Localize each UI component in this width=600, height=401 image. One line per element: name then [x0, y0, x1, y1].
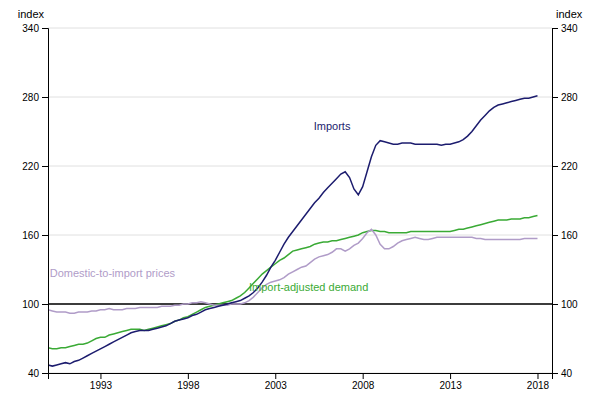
tick-mark — [42, 28, 48, 29]
tick: 280 — [552, 92, 578, 103]
tick: 220 — [22, 161, 48, 172]
tick-label: 40 — [28, 368, 40, 379]
tick-mark — [42, 373, 48, 374]
tick-label: 100 — [561, 299, 578, 310]
tick: 280 — [22, 92, 48, 103]
tick: 1998 — [177, 373, 200, 391]
tick: 2008 — [352, 373, 375, 391]
tick-label: 160 — [561, 230, 578, 241]
tick-label: 1993 — [90, 380, 113, 391]
tick-label: 2008 — [352, 380, 375, 391]
tick-label: 280 — [22, 92, 39, 103]
tick-mark — [275, 373, 276, 379]
grid-line — [48, 97, 552, 98]
chart: 1993 1998 2003 2008 2013 2018 40 100 160 220 280 34… — [0, 0, 600, 401]
tick-label: 280 — [561, 92, 578, 103]
tick: 100 — [22, 299, 48, 310]
tick-mark — [552, 166, 558, 167]
tick-label: 100 — [22, 299, 39, 310]
grid-line — [48, 166, 552, 167]
grid-line — [48, 304, 552, 305]
tick: 2003 — [265, 373, 288, 391]
annotation: Imports — [314, 120, 351, 132]
axis-line — [553, 29, 559, 374]
series-line — [48, 215, 537, 348]
tick-label: 40 — [561, 368, 573, 379]
annotation: Domestic-to-import prices — [50, 267, 176, 279]
axis-line — [49, 374, 553, 380]
tick: 340 — [22, 23, 48, 34]
tick-label: 340 — [561, 23, 578, 34]
tick-label: 160 — [22, 230, 39, 241]
y2-axis: 40 100 160 220 280 340 — [552, 23, 578, 379]
tick-mark — [552, 235, 558, 236]
tick-mark — [42, 235, 48, 236]
tick-mark — [552, 28, 558, 29]
tick-mark — [100, 373, 101, 379]
tick: 160 — [552, 230, 578, 241]
x-axis: 1993 1998 2003 2008 2013 2018 — [49, 373, 553, 391]
tick: 40 — [28, 368, 48, 379]
tick-mark — [42, 166, 48, 167]
plot-area — [48, 96, 552, 366]
tick: 2013 — [439, 373, 462, 391]
tick-label: 2018 — [527, 380, 550, 391]
tick-mark — [552, 373, 558, 374]
grid-line — [48, 28, 552, 29]
axis-line — [42, 29, 49, 374]
tick-label: 2013 — [439, 380, 462, 391]
tick-mark — [450, 373, 451, 379]
y2-axis-label: index — [556, 8, 583, 20]
tick-label: 220 — [561, 161, 578, 172]
tick: 2018 — [527, 373, 550, 391]
annotation: Import-adjusted demand — [249, 281, 368, 293]
tick: 340 — [552, 23, 578, 34]
tick-mark — [552, 97, 558, 98]
tick-label: 2003 — [265, 380, 288, 391]
tick: 1993 — [90, 373, 113, 391]
tick: 220 — [552, 161, 578, 172]
grid-line — [48, 235, 552, 236]
tick-mark — [552, 304, 558, 305]
reference-line — [48, 303, 552, 305]
tick: 40 — [552, 368, 573, 379]
tick-label: 340 — [22, 23, 39, 34]
tick: 100 — [552, 299, 578, 310]
tick-mark — [42, 304, 48, 305]
tick-mark — [537, 373, 538, 379]
tick-label: 220 — [22, 161, 39, 172]
y-axis-label: index — [18, 8, 45, 20]
grid — [48, 28, 552, 373]
series-line — [48, 229, 537, 313]
tick-label: 1998 — [177, 380, 200, 391]
tick-mark — [363, 373, 364, 379]
series-line — [48, 96, 537, 366]
tick-mark — [42, 97, 48, 98]
tick: 160 — [22, 230, 48, 241]
tick-mark — [188, 373, 189, 379]
y-axis: 40 100 160 220 280 340 — [22, 23, 48, 379]
